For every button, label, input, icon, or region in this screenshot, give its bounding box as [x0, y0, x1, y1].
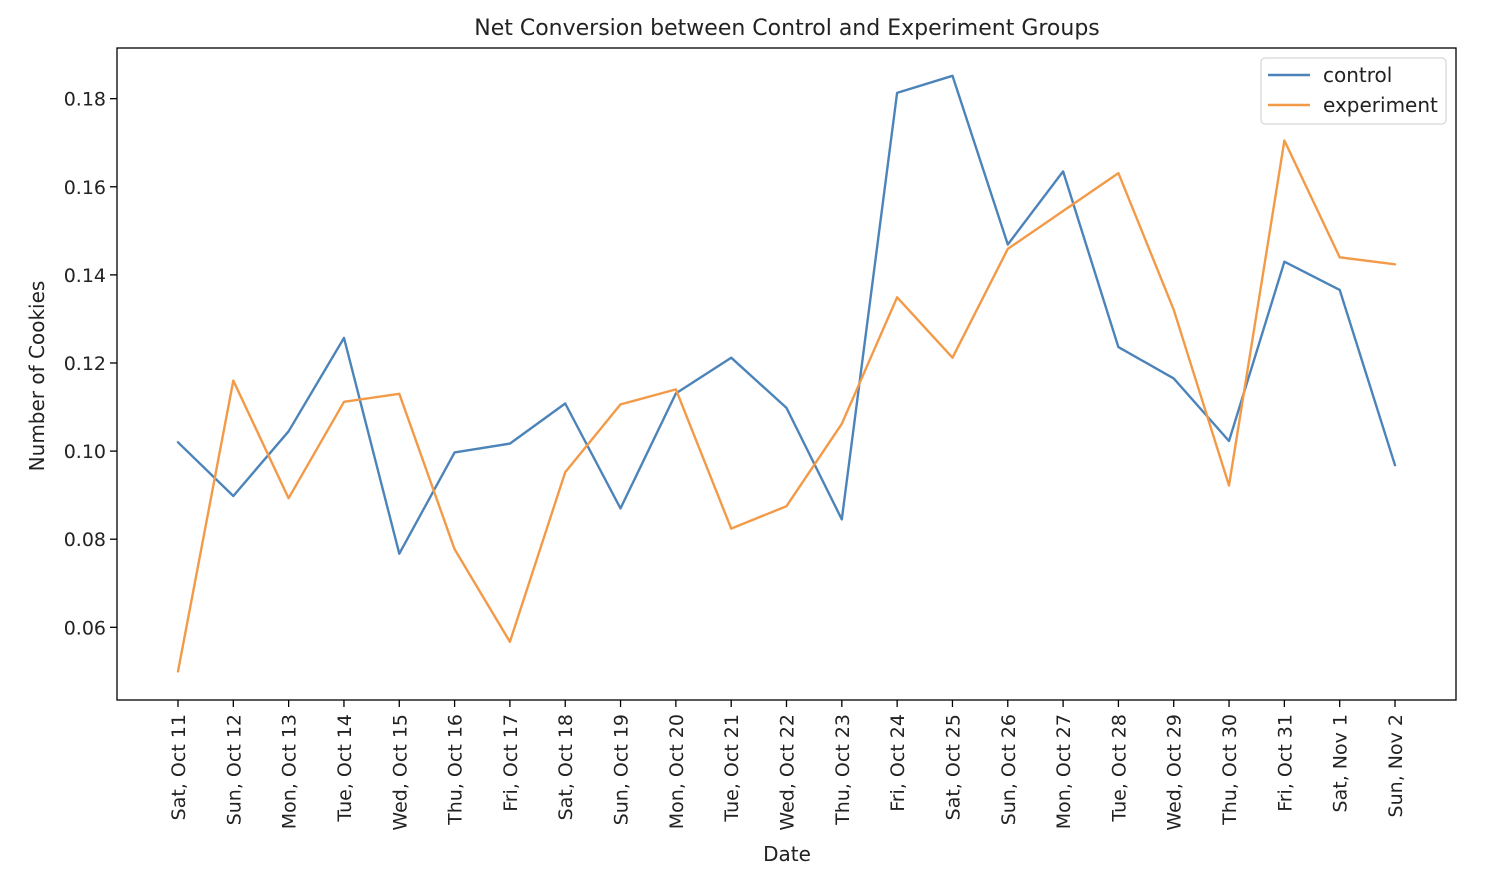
x-tick-label: Tue, Oct 28: [1108, 714, 1130, 823]
x-tick-label: Sat, Oct 25: [942, 714, 964, 820]
y-axis-label: Number of Cookies: [25, 281, 49, 472]
x-tick-label: Sun, Nov 2: [1385, 714, 1407, 817]
x-tick-label: Mon, Oct 13: [279, 714, 301, 829]
y-tick-label: 0.12: [64, 353, 106, 375]
legend-label-control: control: [1323, 63, 1392, 87]
y-tick-label: 0.18: [64, 89, 106, 111]
legend: control experiment: [1260, 57, 1447, 125]
chart-title: Net Conversion between Control and Exper…: [474, 16, 1100, 41]
x-tick-label: Mon, Oct 27: [1053, 714, 1075, 829]
x-tick-label: Sat, Oct 11: [168, 714, 190, 820]
x-tick-label: Fri, Oct 24: [887, 714, 909, 812]
x-tick-label: Wed, Oct 22: [777, 714, 799, 831]
y-axis: 0.06 0.08 0.10 0.12 0.14 0.16 0.18: [64, 89, 117, 639]
x-tick-label: Sat, Nov 1: [1330, 714, 1352, 812]
series-line-control: [176, 74, 1397, 555]
y-tick-label: 0.16: [64, 177, 106, 199]
x-tick-label: Thu, Oct 16: [445, 714, 467, 826]
x-tick-label: Thu, Oct 30: [1219, 714, 1241, 826]
x-axis: Sat, Oct 11 Sun, Oct 12 Mon, Oct 13 Tue, Oc…: [168, 700, 1407, 831]
x-tick-label: Sun, Oct 12: [223, 714, 245, 825]
x-axis-label: Date: [763, 842, 811, 866]
series-group: [176, 74, 1397, 673]
x-tick-label: Tue, Oct 14: [334, 714, 356, 823]
y-tick-label: 0.08: [64, 529, 106, 551]
x-tick-label: Fri, Oct 17: [500, 714, 522, 812]
x-tick-label: Thu, Oct 23: [832, 714, 854, 826]
x-tick-label: Mon, Oct 20: [666, 714, 688, 829]
x-tick-label: Sat, Oct 18: [555, 714, 577, 820]
y-tick-label: 0.10: [64, 441, 106, 463]
series-line-experiment: [176, 139, 1397, 673]
legend-label-experiment: experiment: [1323, 93, 1438, 117]
y-tick-label: 0.06: [64, 617, 106, 639]
x-tick-label: Wed, Oct 29: [1164, 714, 1186, 831]
x-tick-label: Sun, Oct 26: [998, 714, 1020, 825]
x-tick-label: Wed, Oct 15: [389, 714, 411, 831]
x-tick-label: Tue, Oct 21: [721, 714, 743, 823]
y-tick-label: 0.14: [64, 265, 106, 287]
x-tick-label: Sun, Oct 19: [611, 714, 633, 825]
x-tick-label: Fri, Oct 31: [1274, 714, 1296, 812]
plot-area: [116, 47, 1457, 701]
